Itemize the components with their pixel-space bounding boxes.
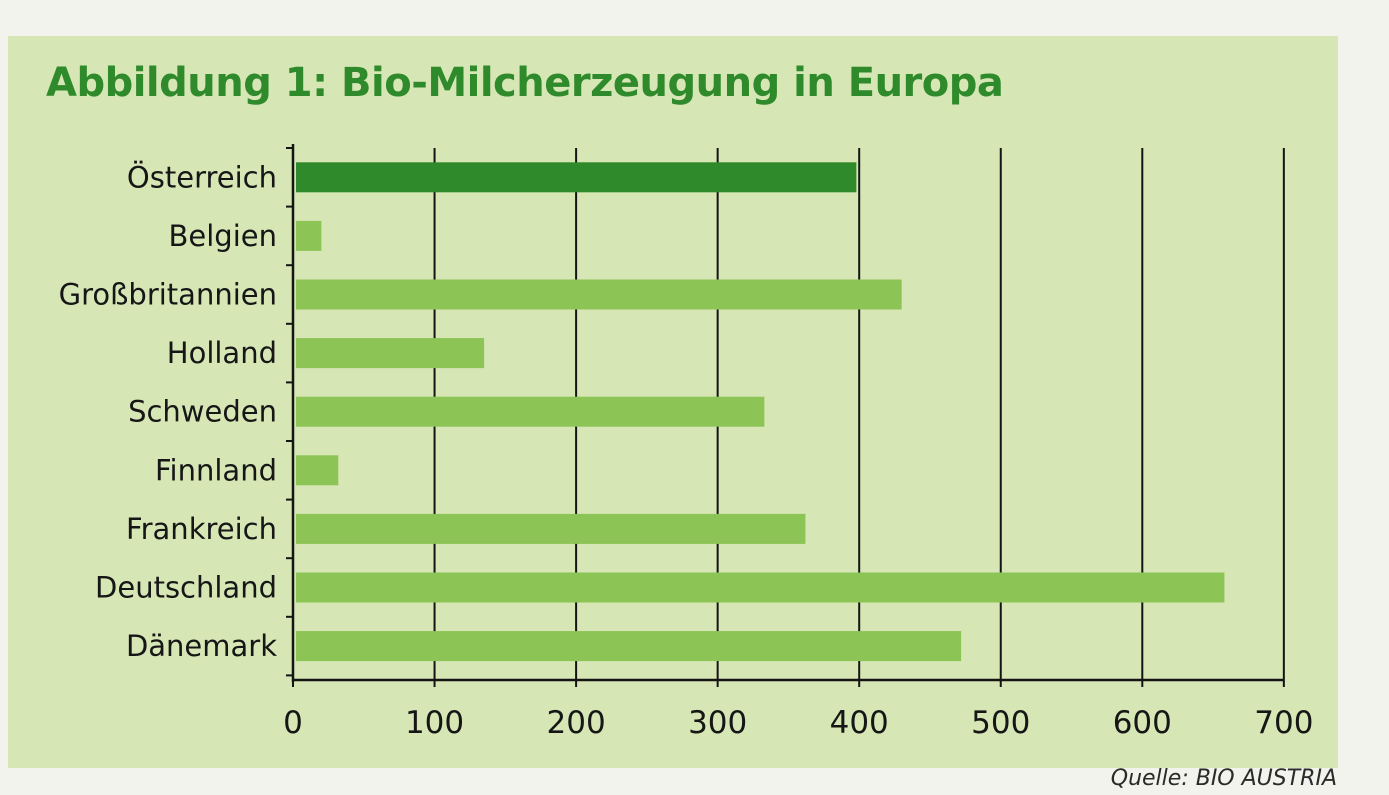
category-label: Finnland — [155, 453, 277, 487]
category-label: Schweden — [128, 395, 277, 429]
category-label: Frankreich — [126, 512, 277, 546]
bar — [296, 279, 902, 310]
x-tick-label: 600 — [1113, 705, 1172, 741]
bar — [296, 162, 857, 193]
x-tick-label: 300 — [688, 705, 747, 741]
x-tick-label: 500 — [971, 705, 1030, 741]
category-label: Dänemark — [126, 629, 277, 663]
category-label: Holland — [167, 336, 277, 370]
chart-title: Abbildung 1: Bio-Milcherzeugung in Europ… — [46, 60, 1004, 106]
bar — [296, 455, 339, 486]
bar — [296, 220, 322, 251]
x-tick-label: 400 — [830, 705, 889, 741]
x-tick-label: 0 — [283, 705, 303, 741]
category-label: Österreich — [127, 160, 277, 194]
bar — [296, 513, 806, 544]
bar — [296, 396, 765, 427]
bar — [296, 338, 485, 369]
x-tick-label: 100 — [405, 705, 464, 741]
bar — [296, 572, 1225, 603]
x-tick-label: 200 — [547, 705, 606, 741]
category-label: Deutschland — [95, 571, 277, 605]
source-note: Quelle: BIO AUSTRIA — [1110, 766, 1337, 791]
category-label: Belgien — [169, 219, 277, 253]
x-tick-label: 700 — [1254, 705, 1313, 741]
category-label: Großbritannien — [59, 278, 277, 312]
bar — [296, 631, 962, 662]
